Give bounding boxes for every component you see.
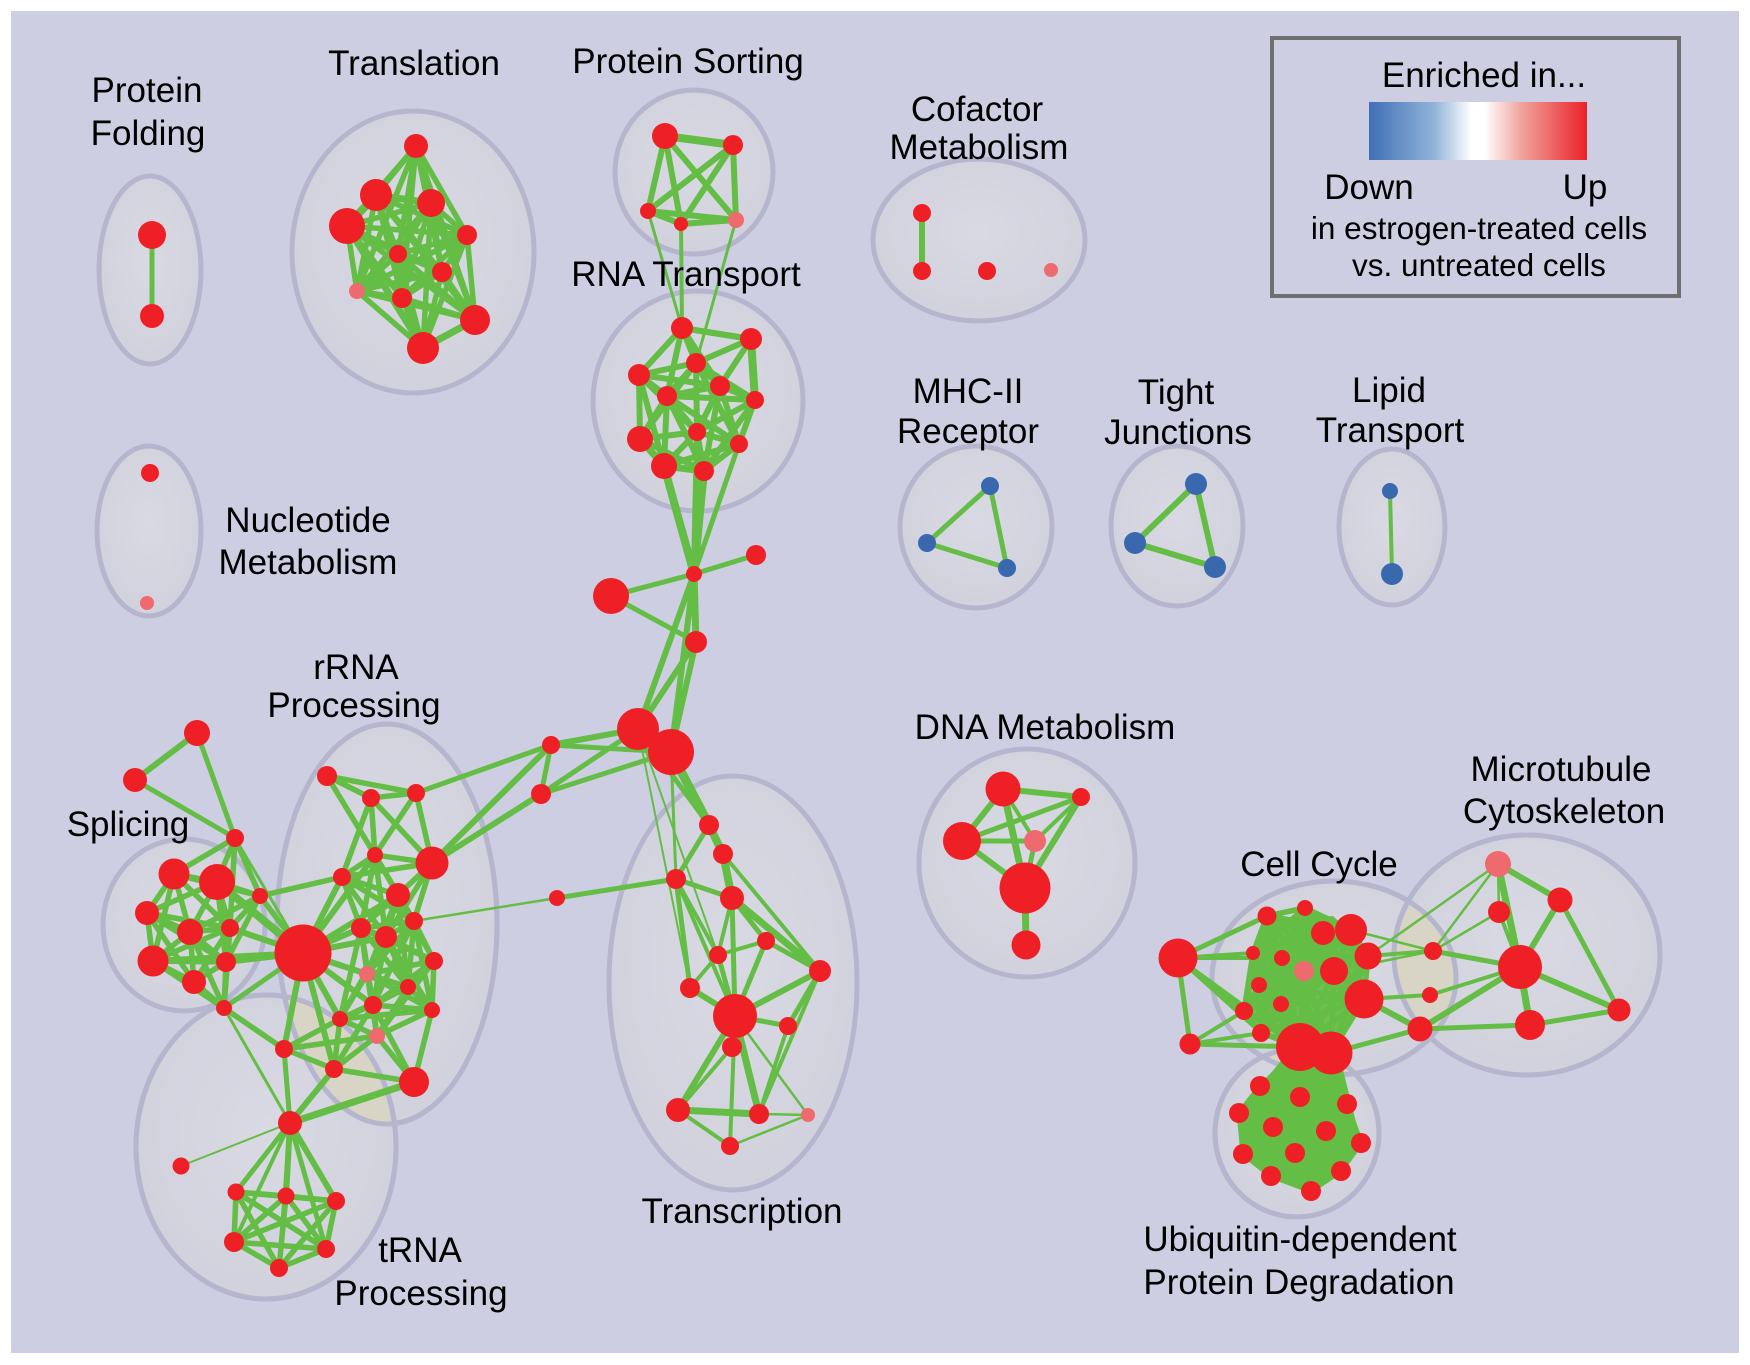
svg-text:Junctions: Junctions xyxy=(1104,413,1252,452)
svg-text:Tight: Tight xyxy=(1138,373,1215,412)
svg-text:vs. untreated cells: vs. untreated cells xyxy=(1352,247,1606,283)
svg-text:Transcription: Transcription xyxy=(642,1192,843,1231)
svg-text:rRNA: rRNA xyxy=(313,648,399,687)
svg-text:Protein Sorting: Protein Sorting xyxy=(572,42,804,81)
svg-text:Splicing: Splicing xyxy=(67,805,190,844)
svg-text:Processing: Processing xyxy=(334,1274,507,1313)
svg-text:Lipid: Lipid xyxy=(1352,371,1426,410)
svg-text:Cytoskeleton: Cytoskeleton xyxy=(1463,792,1665,831)
svg-text:Processing: Processing xyxy=(267,686,440,725)
svg-text:Cell Cycle: Cell Cycle xyxy=(1240,845,1398,884)
svg-text:Up: Up xyxy=(1563,168,1608,207)
svg-text:Enriched in...: Enriched in... xyxy=(1382,56,1586,95)
svg-text:Protein: Protein xyxy=(92,71,203,110)
svg-text:Protein Degradation: Protein Degradation xyxy=(1143,1263,1454,1302)
svg-text:Cofactor: Cofactor xyxy=(911,90,1044,129)
svg-text:Metabolism: Metabolism xyxy=(890,128,1069,167)
svg-text:tRNA: tRNA xyxy=(378,1231,462,1270)
svg-text:in estrogen-treated cells: in estrogen-treated cells xyxy=(1311,210,1647,246)
svg-text:Ubiquitin-dependent: Ubiquitin-dependent xyxy=(1143,1220,1457,1259)
svg-text:MHC-II: MHC-II xyxy=(913,372,1024,411)
svg-text:Nucleotide: Nucleotide xyxy=(225,501,390,540)
svg-text:Translation: Translation xyxy=(328,44,500,83)
svg-text:Receptor: Receptor xyxy=(897,412,1039,451)
svg-text:Microtubule: Microtubule xyxy=(1471,750,1652,789)
svg-text:Metabolism: Metabolism xyxy=(219,543,398,582)
svg-text:DNA Metabolism: DNA Metabolism xyxy=(915,708,1176,747)
svg-text:Folding: Folding xyxy=(91,114,206,153)
svg-text:RNA Transport: RNA Transport xyxy=(571,255,801,294)
svg-text:Transport: Transport xyxy=(1316,411,1465,450)
svg-text:Down: Down xyxy=(1324,168,1413,207)
